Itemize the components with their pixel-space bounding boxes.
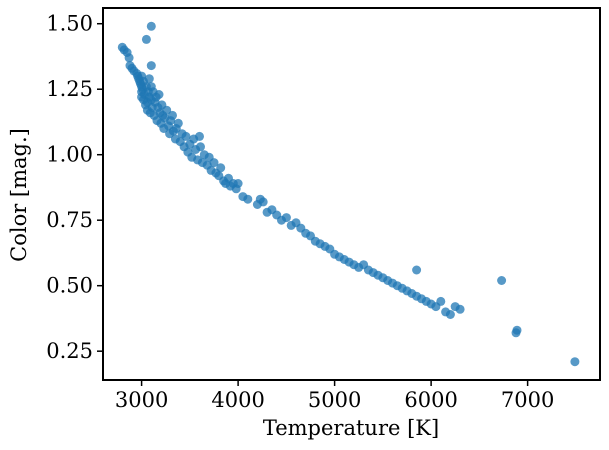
- data-point: [168, 110, 177, 120]
- data-point: [436, 296, 446, 306]
- data-point: [281, 213, 291, 223]
- y-tick-label: 0.50: [46, 274, 93, 298]
- y-tick-label: 1.00: [46, 143, 93, 167]
- y-tick-label: 1.25: [46, 77, 93, 101]
- y-tick-label: 0.25: [46, 339, 93, 363]
- plot-area: [103, 8, 600, 380]
- data-point: [196, 142, 205, 152]
- data-point: [144, 74, 154, 84]
- data-point: [570, 357, 580, 367]
- y-tick-label: 1.50: [46, 12, 93, 36]
- x-tick-label: 3000: [115, 388, 168, 412]
- x-axis-label: Temperature [K]: [263, 416, 439, 440]
- x-tick-label: 5000: [308, 388, 361, 412]
- data-point: [173, 118, 183, 128]
- data-point: [412, 265, 422, 275]
- data-points: [117, 21, 580, 367]
- data-point: [511, 328, 521, 338]
- data-point: [154, 90, 164, 99]
- data-point: [258, 197, 268, 207]
- y-axis-ticks: 0.25 0.50 0.75 1.00 1.25 1.50: [46, 12, 103, 363]
- data-point: [455, 304, 465, 314]
- data-point: [195, 131, 204, 141]
- data-point: [497, 276, 507, 285]
- y-tick-label: 0.75: [46, 208, 93, 232]
- data-point: [146, 61, 156, 71]
- data-point: [216, 163, 226, 173]
- data-point: [445, 310, 455, 319]
- x-tick-label: 4000: [211, 388, 264, 412]
- x-axis-ticks: 3000 4000 5000 6000 7000: [115, 380, 554, 412]
- data-point: [162, 105, 172, 115]
- data-point: [124, 53, 134, 63]
- data-point: [233, 179, 243, 188]
- data-point: [146, 21, 156, 31]
- y-axis-label: Color [mag.]: [7, 128, 31, 262]
- data-point: [243, 194, 253, 204]
- x-tick-label: 6000: [404, 388, 457, 412]
- data-point: [181, 131, 191, 141]
- x-tick-label: 7000: [501, 388, 554, 412]
- plot-frame: [102, 7, 601, 381]
- data-point: [141, 34, 151, 44]
- data-point: [209, 158, 219, 168]
